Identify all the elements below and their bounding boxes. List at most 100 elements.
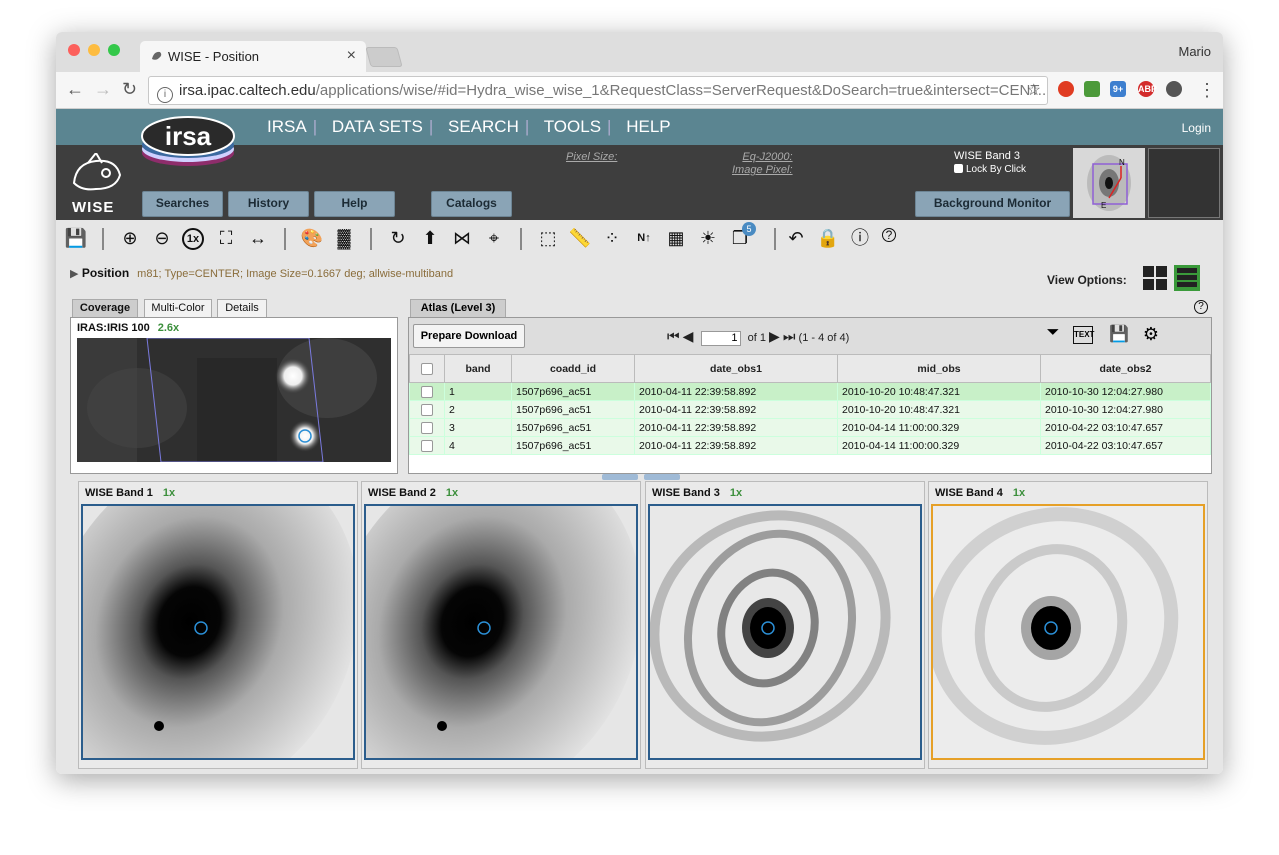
row-checkbox[interactable] [409, 382, 445, 401]
grid-view-icon[interactable] [1142, 265, 1168, 291]
tab-atlas[interactable]: Atlas (Level 3) [410, 299, 506, 317]
column-header-band[interactable]: band [444, 354, 512, 383]
band-title: WISE Band 1 [85, 487, 153, 499]
grid-overlay-icon[interactable]: ▦ [667, 228, 685, 248]
atlas-help-icon[interactable]: ? [1194, 300, 1208, 314]
settings-gear-icon[interactable]: ⚙ [1142, 324, 1160, 344]
table-row[interactable]: 1 1507p696_ac51 2010-04-11 22:39:58.892 … [409, 382, 1211, 401]
minimize-window-button[interactable] [88, 44, 100, 56]
band-3-image[interactable] [648, 504, 922, 760]
opera-extension-icon[interactable] [1058, 81, 1074, 97]
menu-help[interactable]: HELP [626, 117, 671, 136]
reload-icon[interactable]: ↻ [122, 79, 138, 99]
tab-coverage[interactable]: Coverage [72, 299, 138, 317]
forward-icon[interactable]: → [94, 79, 112, 99]
new-tab-button[interactable] [365, 47, 403, 67]
zoom-in-icon[interactable]: ⊕ [122, 228, 138, 248]
image-pixel-label[interactable]: Image Pixel: [732, 164, 793, 176]
text-view-icon[interactable]: TEXT [1073, 326, 1094, 344]
table-row[interactable]: 3 1507p696_ac51 2010-04-11 22:39:58.892 … [409, 418, 1211, 437]
first-page-icon[interactable]: ⏮ [667, 328, 680, 344]
evernote-extension-icon[interactable] [1166, 81, 1182, 97]
rotate-north-icon[interactable]: ⬆ [422, 228, 438, 248]
recenter-icon[interactable]: ⌖ [488, 228, 500, 248]
page-input[interactable] [700, 330, 741, 346]
lock-image-icon[interactable]: 🔒 [816, 228, 840, 248]
select-all-checkbox[interactable] [409, 354, 445, 383]
browser-tab[interactable]: WISE - Position × [140, 41, 366, 72]
help-icon[interactable]: ? [882, 228, 896, 242]
collapse-panel-handle[interactable] [602, 474, 638, 480]
menu-dots-icon[interactable]: ⋮ [1198, 80, 1216, 100]
column-header-date-obs1[interactable]: date_obs1 [634, 354, 838, 383]
lock-by-click-checkbox[interactable]: Lock By Click [954, 164, 1026, 175]
band-4-image[interactable] [931, 504, 1205, 760]
select-area-icon[interactable]: ⬚ [539, 228, 557, 248]
target-icon[interactable]: ☀ [699, 228, 717, 248]
irsa-logo[interactable]: irsa [140, 115, 236, 167]
row-checkbox[interactable] [409, 418, 445, 437]
list-view-icon[interactable] [1174, 265, 1200, 291]
marker-icon[interactable]: ⁘ [604, 228, 620, 248]
row-checkbox[interactable] [409, 436, 445, 455]
north-east-arrows-icon[interactable]: N↑ [637, 232, 651, 244]
column-header-date-obs2[interactable]: date_obs2 [1040, 354, 1211, 383]
band-1-image[interactable] [81, 504, 355, 760]
menu-search[interactable]: SEARCH [448, 117, 519, 136]
zoom-fill-icon[interactable]: ↔ [249, 228, 267, 248]
save-table-icon[interactable]: 💾 [1109, 326, 1129, 343]
restore-icon[interactable]: ↶ [788, 228, 804, 248]
filter-icon[interactable]: ⏷ [1046, 324, 1060, 341]
back-icon[interactable]: ← [66, 79, 84, 99]
expand-triangle-icon[interactable]: ▶ [70, 268, 79, 280]
profile-name[interactable]: Mario [1178, 44, 1211, 59]
menu-tools[interactable]: TOOLS [543, 117, 602, 136]
close-window-button[interactable] [68, 44, 80, 56]
thumbnail-preview[interactable]: N E [1073, 148, 1145, 218]
maximize-window-button[interactable] [108, 44, 120, 56]
zoom-fit-icon[interactable]: ⛶ [219, 228, 233, 248]
catalogs-button[interactable]: Catalogs [431, 191, 512, 217]
browser-toolbar: ← → ↻ i irsa.ipac.caltech.edu/application… [56, 72, 1223, 109]
band-2-image[interactable] [364, 504, 638, 760]
table-row[interactable]: 4 1507p696_ac51 2010-04-11 22:39:58.892 … [409, 436, 1211, 455]
position-info[interactable]: ▶ Position m81; Type=CENTER; Image Size=0… [70, 266, 453, 280]
notifications-extension-icon[interactable]: 9+ [1110, 81, 1126, 97]
table-row[interactable]: 2 1507p696_ac51 2010-04-11 22:39:58.892 … [409, 400, 1211, 419]
next-page-icon[interactable]: ▶ [769, 328, 780, 344]
login-link[interactable]: Login [1181, 121, 1211, 135]
address-bar[interactable]: i irsa.ipac.caltech.edu/applications/wise… [148, 76, 1048, 105]
prepare-download-button[interactable]: Prepare Download [413, 324, 525, 348]
rotate-icon[interactable]: ↻ [390, 228, 406, 248]
row-checkbox[interactable] [409, 400, 445, 419]
color-palette-icon[interactable]: 🎨 [300, 228, 324, 248]
adblock-extension-icon[interactable]: ABP [1138, 81, 1157, 97]
history-button[interactable]: History [228, 191, 309, 217]
help-button[interactable]: Help [314, 191, 395, 217]
flip-icon[interactable]: ⋈ [453, 228, 471, 248]
searches-button[interactable]: Searches [142, 191, 223, 217]
coverage-image[interactable] [77, 338, 391, 462]
save-icon[interactable]: 💾 [64, 228, 88, 248]
last-page-icon[interactable]: ⏭ [782, 328, 796, 344]
ruler-icon[interactable]: 📏 [568, 228, 592, 248]
zoom-1x-icon[interactable]: 1x [182, 228, 204, 250]
clip-extension-icon[interactable] [1084, 81, 1100, 97]
eq-j2000-label[interactable]: Eq-J2000: [742, 151, 793, 163]
zoom-out-icon[interactable]: ⊖ [154, 228, 170, 248]
cell-mid-obs: 2010-10-20 10:48:47.321 [837, 400, 1041, 419]
bookmark-star-icon[interactable]: ☆ [1026, 82, 1041, 99]
background-monitor-button[interactable]: Background Monitor [915, 191, 1070, 217]
site-info-icon[interactable]: i [157, 87, 173, 103]
tab-multi-color[interactable]: Multi-Color [144, 299, 212, 317]
column-header-coadd-id[interactable]: coadd_id [511, 354, 635, 383]
menu-data-sets[interactable]: DATA SETS [331, 117, 423, 136]
expand-panel-handle[interactable] [644, 474, 680, 480]
tab-details[interactable]: Details [217, 299, 267, 317]
tab-close-icon[interactable]: × [346, 47, 356, 64]
image-info-icon[interactable]: ⓘ [851, 228, 869, 248]
prev-page-icon[interactable]: ◀ [682, 328, 694, 344]
menu-irsa[interactable]: IRSA [267, 117, 307, 136]
stretch-histogram-icon[interactable]: ▓ [337, 228, 351, 248]
column-header-mid-obs[interactable]: mid_obs [837, 354, 1041, 383]
